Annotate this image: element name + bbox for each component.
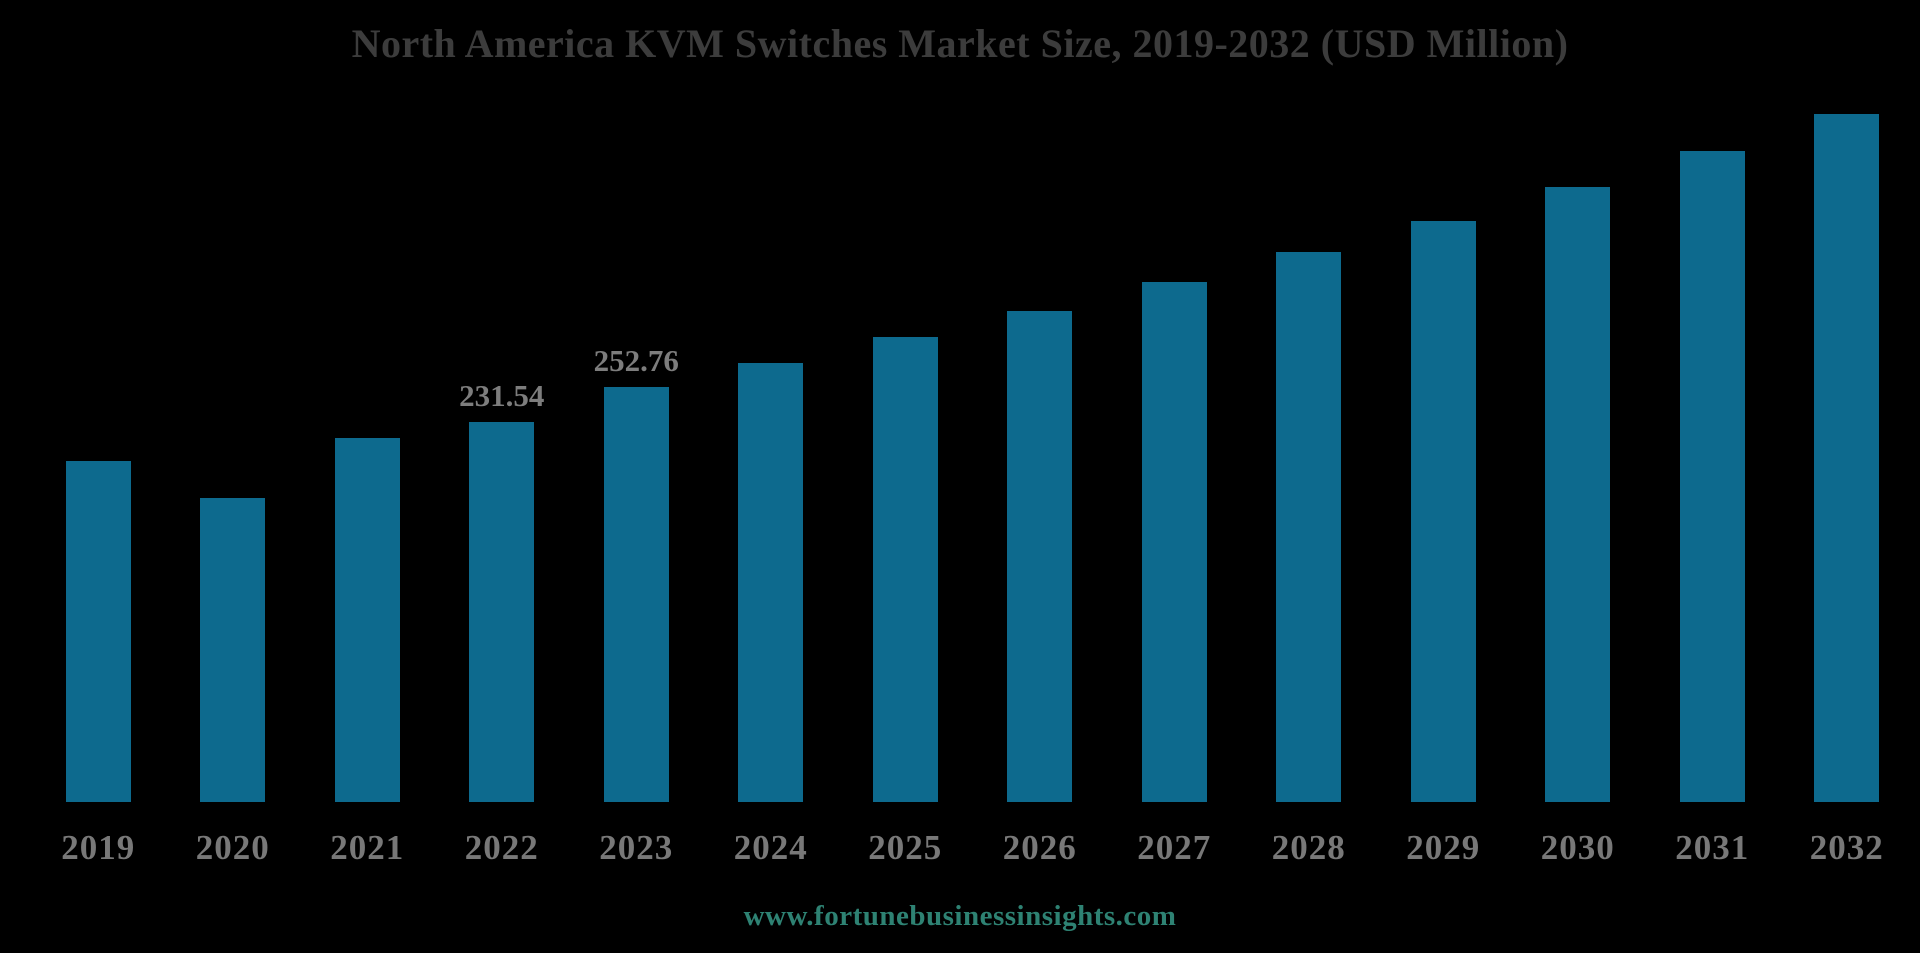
bar-area bbox=[838, 112, 973, 802]
bar-2022 bbox=[469, 422, 535, 802]
source-watermark: www.fortunebusinessinsights.com bbox=[743, 900, 1177, 932]
bar-column-2032: 2032 bbox=[1780, 112, 1915, 868]
bar-area bbox=[1376, 112, 1511, 802]
bar-column-2031: 2031 bbox=[1645, 112, 1780, 868]
x-axis-label-2031: 2031 bbox=[1675, 828, 1750, 867]
bar-area bbox=[1780, 112, 1915, 802]
x-axis-label-2023: 2023 bbox=[599, 828, 674, 867]
bar-area bbox=[704, 112, 839, 802]
bar-2032 bbox=[1814, 114, 1880, 802]
bar-2029 bbox=[1410, 221, 1476, 802]
bar-column-2030: 2030 bbox=[1511, 112, 1646, 868]
x-axis-label-2029: 2029 bbox=[1406, 828, 1481, 867]
bar-area bbox=[1242, 112, 1377, 802]
x-axis-label-2026: 2026 bbox=[1002, 828, 1077, 867]
bar-area bbox=[973, 112, 1108, 802]
bar-column-2023: 252.76 2023 bbox=[569, 112, 704, 868]
bar-area: 231.54 bbox=[435, 112, 570, 802]
bar-area bbox=[1511, 112, 1646, 802]
bar-column-2021: 2021 bbox=[300, 112, 435, 868]
bar-2027 bbox=[1141, 282, 1207, 802]
bar-column-2027: 2027 bbox=[1107, 112, 1242, 868]
x-axis-label-2022: 2022 bbox=[464, 828, 539, 867]
x-axis-label-2025: 2025 bbox=[868, 828, 943, 867]
bar-area: 252.76 bbox=[569, 112, 704, 802]
bar-column-2019: 2019 bbox=[31, 112, 166, 868]
bar-2030 bbox=[1545, 187, 1611, 802]
bar-column-2029: 2029 bbox=[1376, 112, 1511, 868]
x-axis-label-2027: 2027 bbox=[1137, 828, 1212, 867]
bar-area bbox=[1107, 112, 1242, 802]
bar-area bbox=[300, 112, 435, 802]
bar-column-2024: 2024 bbox=[704, 112, 839, 868]
x-axis-label-2028: 2028 bbox=[1271, 828, 1346, 867]
bar-value-label-2023: 252.76 bbox=[593, 343, 679, 378]
bar-2020 bbox=[200, 498, 266, 802]
bar-area bbox=[31, 112, 166, 802]
x-axis-label-2019: 2019 bbox=[61, 828, 136, 867]
bar-2025 bbox=[872, 337, 938, 802]
x-axis-label-2030: 2030 bbox=[1540, 828, 1615, 867]
bar-column-2025: 2025 bbox=[838, 112, 973, 868]
bar-column-2026: 2026 bbox=[973, 112, 1108, 868]
bar-area bbox=[166, 112, 301, 802]
bar-column-2020: 2020 bbox=[166, 112, 301, 868]
x-axis-label-2021: 2021 bbox=[330, 828, 405, 867]
bar-value-label-2022: 231.54 bbox=[459, 378, 545, 413]
x-axis-label-2032: 2032 bbox=[1809, 828, 1884, 867]
bar-2023 bbox=[603, 387, 669, 802]
bar-area bbox=[1645, 112, 1780, 802]
bar-column-2022: 231.54 2022 bbox=[435, 112, 570, 868]
chart-title: North America KVM Switches Market Size, … bbox=[351, 21, 1569, 66]
bar-2031 bbox=[1679, 151, 1745, 802]
bar-2021 bbox=[334, 438, 400, 802]
bar-chart: 2019 2020 2021 231.54 2022 252.76 2023 2024 2025… bbox=[31, 112, 1914, 868]
bar-2024 bbox=[738, 363, 804, 802]
bar-2019 bbox=[65, 461, 131, 802]
bar-column-2028: 2028 bbox=[1242, 112, 1377, 868]
x-axis-label-2020: 2020 bbox=[195, 828, 270, 867]
bar-2026 bbox=[1007, 311, 1073, 802]
bar-2028 bbox=[1276, 252, 1342, 802]
x-axis-label-2024: 2024 bbox=[733, 828, 808, 867]
